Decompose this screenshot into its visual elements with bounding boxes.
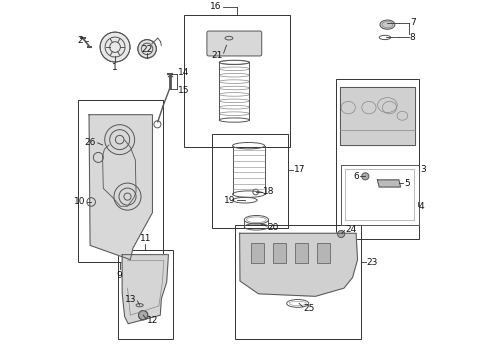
Ellipse shape xyxy=(380,20,395,29)
Bar xyxy=(77,100,163,262)
Polygon shape xyxy=(89,115,152,260)
Text: 21: 21 xyxy=(212,51,223,60)
Bar xyxy=(273,243,286,263)
Bar xyxy=(336,79,419,239)
FancyBboxPatch shape xyxy=(207,31,262,56)
Text: 16: 16 xyxy=(210,2,221,11)
Circle shape xyxy=(139,311,148,320)
Bar xyxy=(235,225,361,339)
Text: 8: 8 xyxy=(410,33,416,42)
Text: 19: 19 xyxy=(224,196,236,205)
Text: 24: 24 xyxy=(345,225,357,234)
Polygon shape xyxy=(122,255,169,324)
Text: 25: 25 xyxy=(303,303,315,312)
Circle shape xyxy=(100,32,130,62)
Text: 18: 18 xyxy=(263,188,274,197)
Text: 12: 12 xyxy=(147,316,158,325)
Text: 14: 14 xyxy=(178,68,189,77)
Text: 17: 17 xyxy=(294,165,306,174)
Bar xyxy=(118,250,173,339)
Bar xyxy=(295,243,308,263)
Polygon shape xyxy=(240,233,358,296)
Text: 22: 22 xyxy=(142,45,153,54)
Bar xyxy=(251,243,264,263)
Text: 26: 26 xyxy=(85,138,96,147)
Bar xyxy=(212,134,289,228)
Bar xyxy=(184,15,290,147)
Text: 3: 3 xyxy=(420,165,426,174)
Text: 6: 6 xyxy=(353,172,359,181)
Text: 5: 5 xyxy=(404,179,410,188)
Text: 13: 13 xyxy=(124,295,136,304)
Text: 20: 20 xyxy=(267,223,278,232)
Polygon shape xyxy=(341,87,415,145)
Text: 15: 15 xyxy=(178,86,189,95)
Text: 4: 4 xyxy=(419,202,424,211)
Text: 7: 7 xyxy=(410,18,416,27)
Text: 2: 2 xyxy=(78,36,83,45)
Text: 9: 9 xyxy=(117,271,122,280)
Text: 23: 23 xyxy=(367,258,378,267)
Text: 11: 11 xyxy=(140,234,151,243)
Circle shape xyxy=(138,40,156,58)
Text: 10: 10 xyxy=(74,197,85,206)
Text: 1: 1 xyxy=(112,63,118,72)
Circle shape xyxy=(338,230,344,238)
Polygon shape xyxy=(377,180,401,187)
Circle shape xyxy=(362,173,369,180)
Bar xyxy=(318,243,330,263)
